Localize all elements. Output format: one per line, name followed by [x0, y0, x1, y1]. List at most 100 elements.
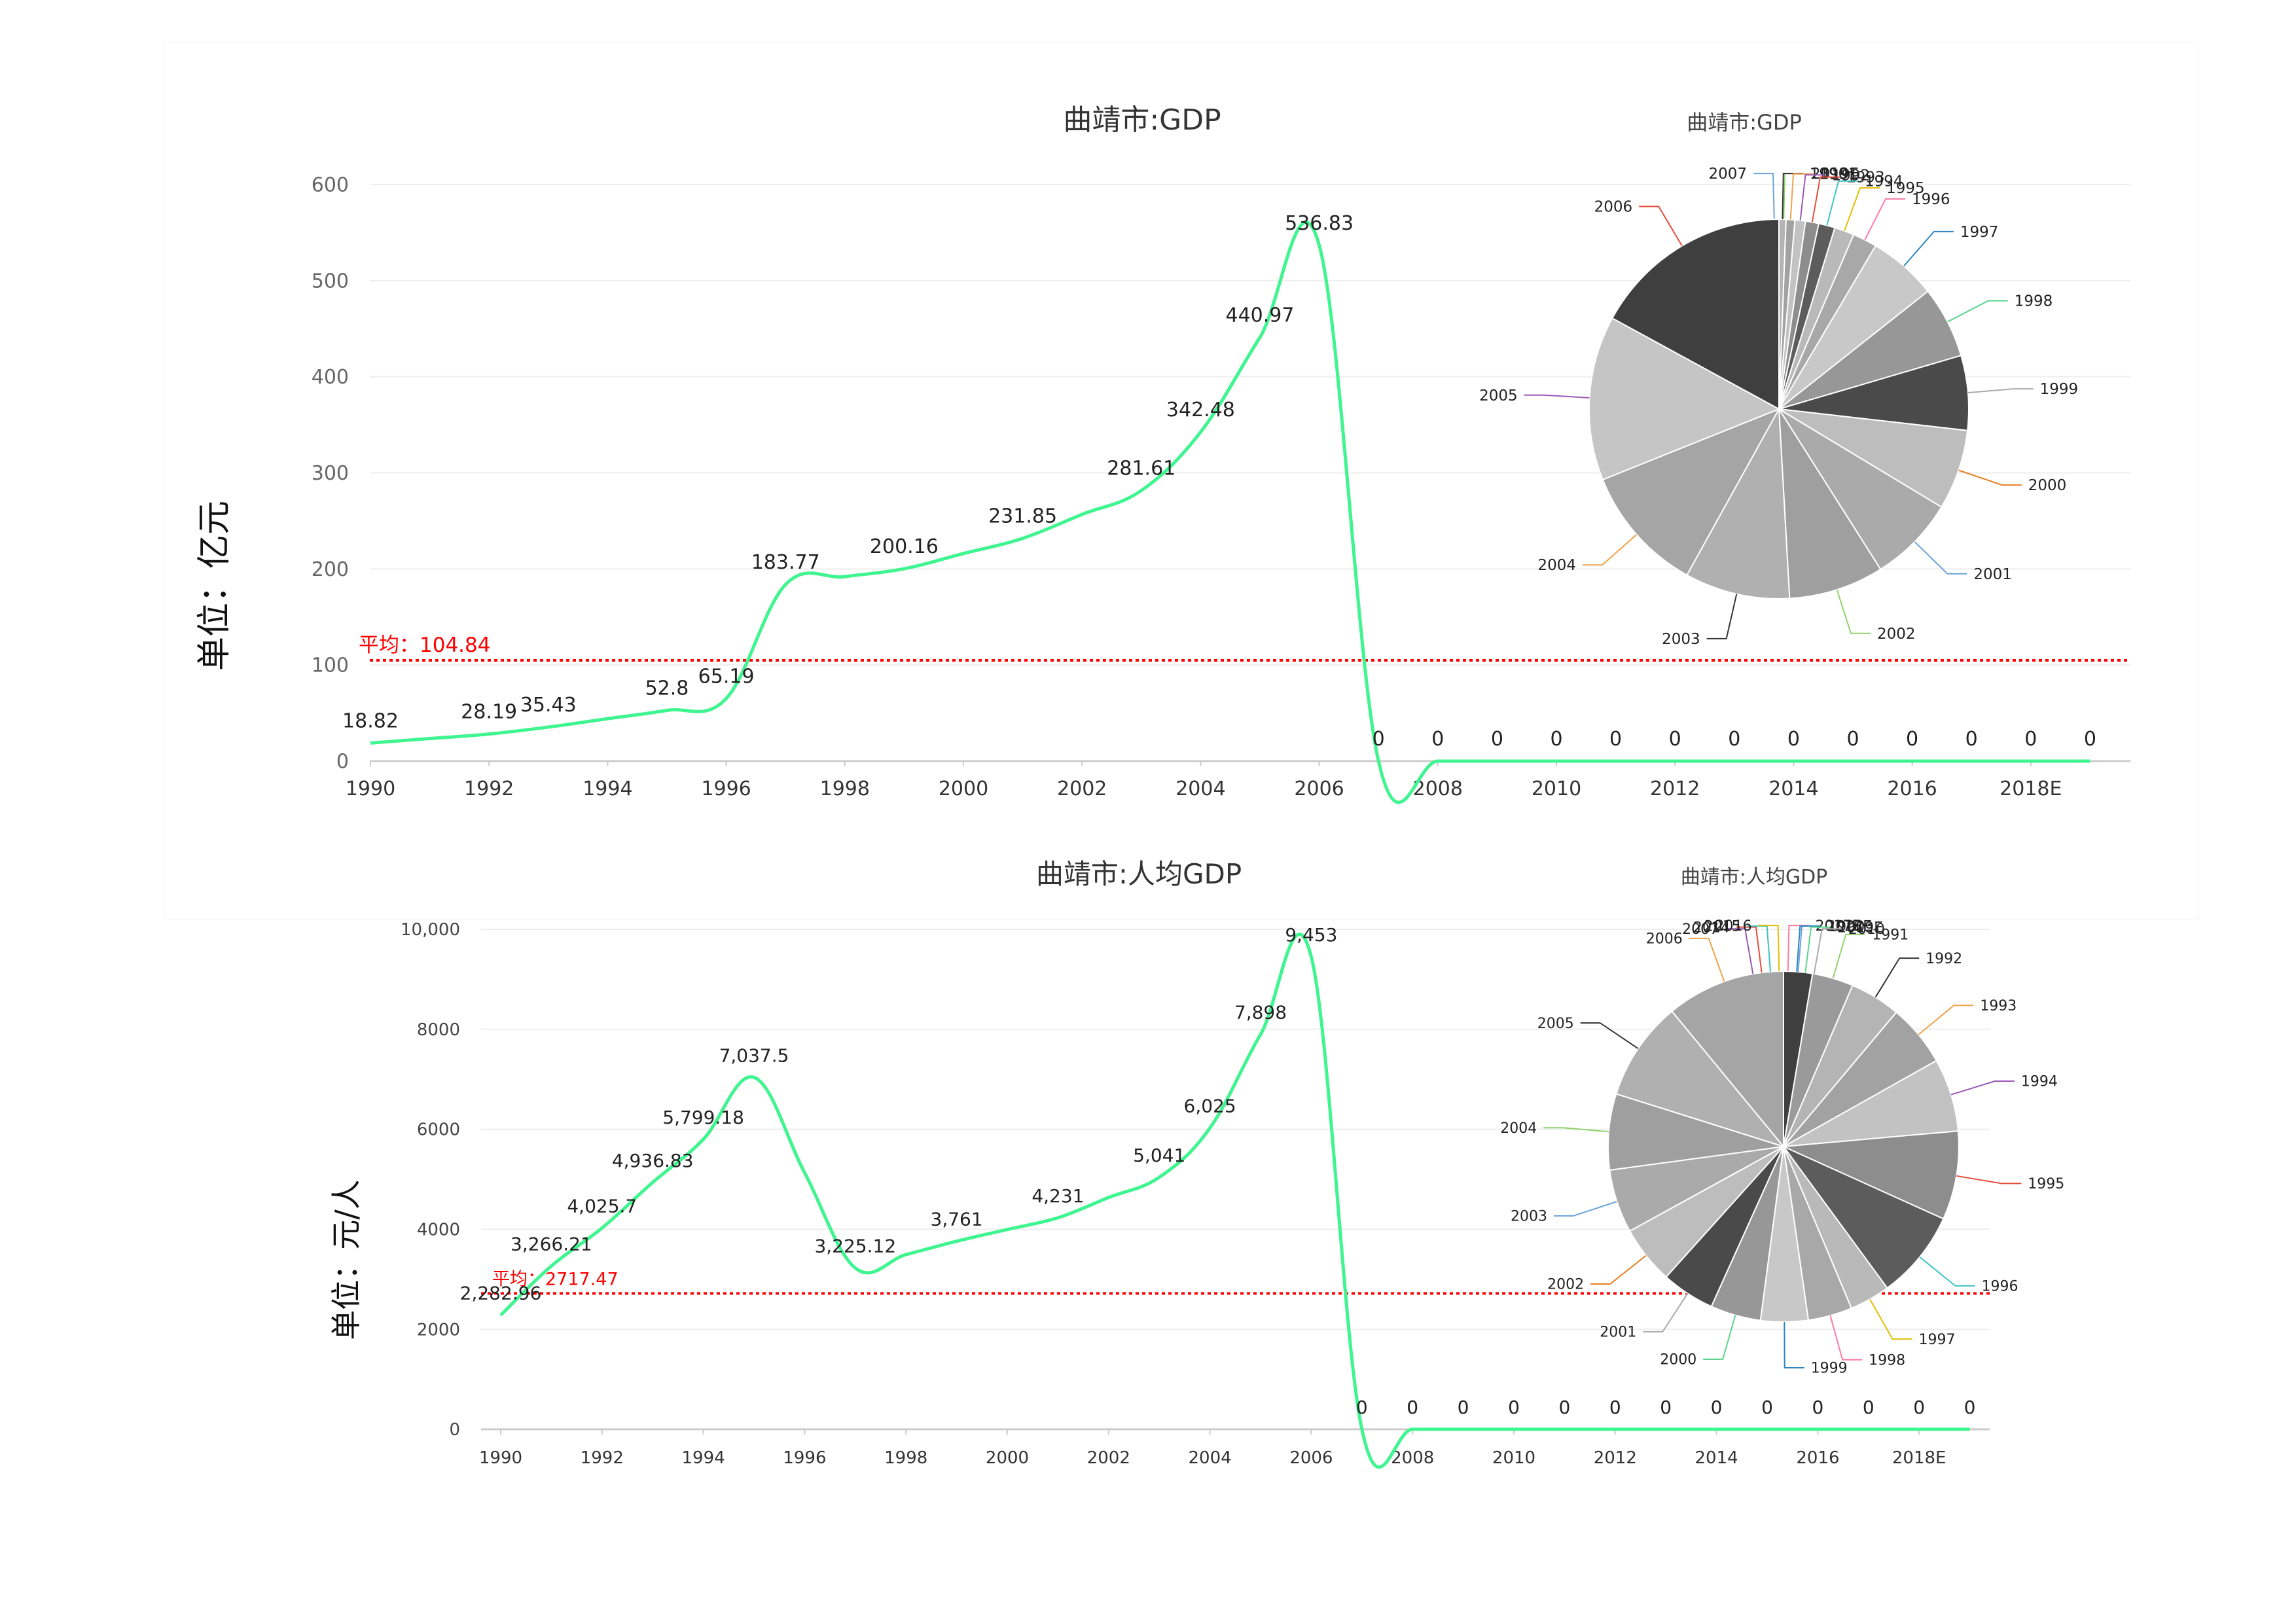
pie-label: 1997: [1960, 224, 1999, 241]
data-label: 0: [1431, 728, 1444, 751]
pie-leader-line: [1826, 180, 1858, 226]
pie-slice: [1588, 317, 1781, 481]
x-tick-label: 2004: [1175, 777, 1225, 800]
pie-leader-line: [1829, 1315, 1863, 1361]
y-tick-label: 6000: [417, 1120, 460, 1140]
data-label: 2,282.96: [460, 1283, 542, 1304]
data-label: 0: [1812, 1397, 1823, 1418]
pie-label: 2007: [1682, 921, 1719, 938]
pie-label: 2000: [1660, 1352, 1696, 1368]
pie-label: 1996: [1982, 1279, 2018, 1295]
y-tick-label: 600: [312, 174, 349, 197]
chart-frame: [164, 43, 2199, 919]
x-tick-label: 1990: [479, 1448, 522, 1468]
x-tick-label: 2006: [1294, 777, 1344, 800]
pie-slice: [1781, 1145, 1945, 1289]
x-tick-label: 2008: [1391, 1448, 1434, 1468]
pie-slice: [1602, 408, 1781, 577]
data-label: 0: [1761, 1397, 1773, 1418]
pie-label: 2002: [1547, 1277, 1584, 1293]
data-label: 231.85: [988, 505, 1057, 528]
x-tick-label: 2012: [1650, 777, 1700, 800]
pie-leader-line: [1918, 1005, 1974, 1035]
pie-leader-line: [1914, 541, 1967, 575]
data-label: 200.16: [870, 535, 939, 558]
pie-label: 1997: [1919, 1332, 1956, 1348]
x-tick-label: 2012: [1594, 1448, 1637, 1468]
data-label: 0: [1356, 1397, 1368, 1418]
data-label: 4,936.83: [612, 1150, 694, 1171]
data-label: 28.19: [461, 701, 517, 724]
x-tick-label: 1996: [783, 1448, 826, 1468]
x-tick-label: 1992: [464, 777, 514, 800]
data-label: 0: [1609, 728, 1622, 751]
pie-label: 1991: [1872, 927, 1909, 943]
pie-slice: [1686, 406, 1791, 599]
pie-label: 1998: [1869, 1352, 1905, 1368]
data-label: 440.97: [1226, 304, 1295, 327]
data-label: 536.83: [1285, 212, 1354, 235]
y-tick-label: 8000: [417, 1020, 460, 1040]
data-label: 281.61: [1107, 457, 1175, 480]
data-label: 0: [1407, 1397, 1418, 1418]
pie-slice: [1671, 970, 1784, 1149]
data-label: 3,266.21: [511, 1233, 592, 1255]
pie-slice: [1781, 1130, 1960, 1220]
pie-leader-line: [1967, 388, 2034, 394]
x-tick-label: 1992: [581, 1448, 624, 1468]
pie-title: 曲靖市:GDP: [1687, 110, 1802, 135]
pie-leader-line: [1950, 1080, 2015, 1096]
pie-label: 1991: [1820, 166, 1858, 183]
pie-leader-line: [1956, 1175, 2022, 1185]
x-tick-label: 2002: [1087, 1448, 1130, 1468]
x-tick-label: 1990: [346, 777, 395, 800]
pie-label: 2007: [1708, 166, 1747, 183]
pie-label: 1992: [1926, 951, 1962, 967]
x-tick-label: 2008: [1413, 777, 1463, 800]
pie-slice: [1778, 408, 1943, 571]
pie-label: 1993: [1846, 169, 1885, 187]
pie-slice: [1611, 218, 1780, 410]
pie-slice: [1607, 1093, 1784, 1171]
pie-leader-line: [1789, 173, 1813, 220]
data-label: 0: [1711, 1397, 1723, 1418]
data-label: 7,037.5: [719, 1044, 789, 1066]
x-tick-label: 2000: [986, 1448, 1029, 1468]
data-label: 0: [2084, 728, 2096, 751]
data-label: 183.77: [751, 551, 820, 574]
pie-leader-line: [1554, 1200, 1617, 1217]
pie-label: 2000: [2028, 477, 2067, 494]
pie-label: 2002: [1877, 626, 1916, 643]
pie-label: 1996: [1912, 191, 1950, 208]
pie-leader-line: [1903, 230, 1954, 267]
pie-label: 1990: [1828, 919, 1865, 935]
x-tick-label: 2010: [1492, 1448, 1535, 1468]
y-tick-label: 2000: [417, 1320, 460, 1340]
y-tick-label: 200: [312, 558, 349, 581]
y-axis-label: 单位：亿元: [195, 501, 234, 671]
pie-label: 2010: [1848, 921, 1885, 938]
data-label: 0: [2024, 728, 2037, 751]
pie-label: 2004: [1537, 557, 1576, 574]
y-tick-label: 500: [312, 270, 349, 293]
pie-label: 2006: [1594, 199, 1633, 216]
pie-leader-line: [1844, 187, 1880, 232]
pie-slice: [1778, 354, 1969, 432]
data-label: 0: [1458, 1397, 1469, 1418]
x-tick-label: 1994: [583, 777, 632, 800]
x-tick-label: 2014: [1768, 777, 1818, 800]
pie-leader-line: [1864, 198, 1905, 240]
data-label: 65.19: [698, 665, 755, 688]
pie-label: 2003: [1662, 631, 1700, 648]
data-label: 6,025: [1184, 1096, 1236, 1117]
pie-label: 2004: [1500, 1120, 1537, 1137]
pie-label: 2005: [1479, 387, 1518, 404]
pie-leader-line: [1524, 394, 1590, 399]
pie-leader-line: [1919, 1257, 1975, 1287]
pie-label: 2018E: [1826, 919, 1872, 935]
series-line: [499, 933, 1970, 1469]
pie-leader-line: [1758, 925, 1780, 972]
y-axis-label: 单位：元/人: [329, 1179, 364, 1340]
pie-leader-line: [1580, 1022, 1639, 1050]
